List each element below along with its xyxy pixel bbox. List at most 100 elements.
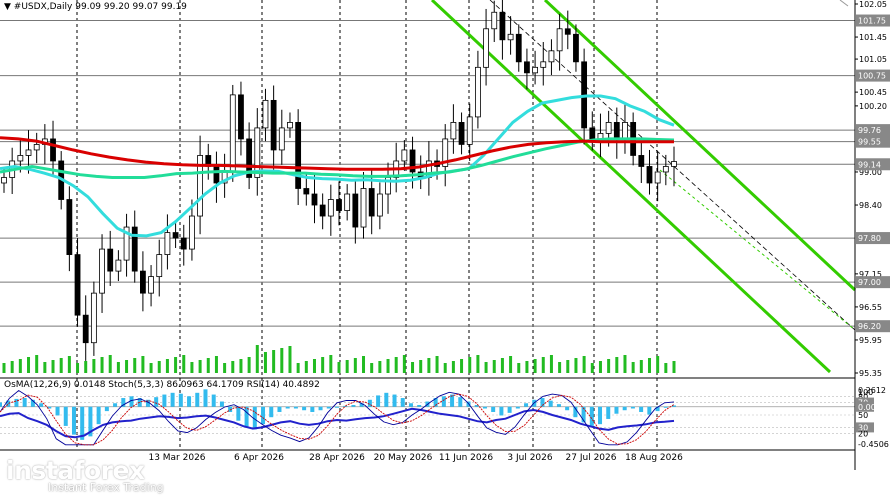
volume-bar [51,360,55,373]
osma-bar [367,399,372,407]
level-badge-label: 96.20 [858,322,881,331]
osc-axis-label: 30 [858,423,868,432]
osma-bar [96,406,101,425]
candle-body [17,155,24,162]
osma-bar [441,396,446,407]
osma-bar [540,398,545,407]
osma-bar [261,406,266,425]
x-tick-label: 11 Jun 2026 [439,453,493,463]
osma-bar [573,406,578,418]
candle-body [66,199,73,255]
rsi-line [0,407,675,439]
osma-bar [244,406,249,428]
candle-body [466,116,473,145]
candle-body [156,254,163,278]
osma-bar [318,406,323,411]
x-tick-label: 28 Apr 2026 [309,453,365,463]
osma-bar [630,406,635,409]
osma-bar [672,405,676,407]
y-tick-label: 99.00 [859,168,882,177]
candle-body [515,33,522,63]
osc-axis-label: 50 [858,411,868,420]
osma-bar [343,405,348,407]
candle-body [499,11,506,41]
osma-bar [565,406,570,411]
volume-bar [27,357,31,373]
candle-body [229,94,236,173]
candle-body [213,166,220,184]
osma-bar [499,406,504,416]
osma-bar [450,394,455,407]
candle-body [409,149,416,173]
osc-level-badge [856,401,874,412]
level-badge-label: 101.75 [858,17,886,26]
candle-body [589,127,596,140]
y-tick-label: 101.05 [859,55,887,64]
channel-outer-line [543,0,857,292]
volume-bar [141,356,145,373]
candle-body [50,138,56,162]
collapse-triangle-icon[interactable]: ▼ [4,2,14,12]
level-badge [856,158,890,171]
y-tick-label: 95.35 [859,369,882,378]
osma-bar [22,398,27,407]
candle-body [401,149,408,162]
level-badge-label: 97.00 [858,278,881,287]
volume-bar [362,356,366,373]
candle-body [319,204,326,217]
volume-bar [378,361,382,373]
level-badge [856,276,890,289]
candle-body [246,138,253,178]
volume-bar [190,362,194,373]
candle-body [507,33,514,41]
osma-bar [655,406,660,412]
volume-bar [419,360,423,373]
candle-body [442,138,449,167]
osma-bar [622,406,627,411]
osma-bar [400,398,405,407]
level-badge-label: 99.76 [858,126,881,135]
ema50-line [0,94,675,238]
candle-body [646,166,653,184]
candle-body [376,193,383,217]
chart-header: ▼ #USDX,Daily 99.09 99.20 99.07 99.19 [4,2,187,12]
candle-body [491,11,498,30]
volume-bar [337,362,341,373]
volume-bar [288,346,292,373]
volume-bar [402,355,406,373]
osma-bar [598,406,603,425]
candle-body [540,61,547,68]
osma-bar [228,406,233,412]
ema144-line [0,137,675,179]
level-badge-label: 99.14 [858,160,881,169]
volume-bar [574,358,578,373]
candle-body [140,270,146,294]
level-badge [856,232,890,245]
osc-axis-label: 80 [858,392,868,401]
volume-bar [247,357,251,373]
candle-body [82,314,89,344]
candle-body [180,237,187,250]
x-tick-label: 20 May 2026 [374,453,433,463]
osma-bar [647,406,652,415]
osma-bar [236,406,241,421]
osma-bar [606,406,611,419]
level-badge-label: 99.55 [858,138,881,147]
volume-bar [2,363,6,373]
x-tick-label: 6 Apr 2026 [234,453,284,463]
osc-axis-label: -0.4506 [858,440,889,449]
osma-bar [277,406,282,412]
osma-bar [0,402,2,407]
volume-bar [549,355,553,373]
candle-body [164,232,171,255]
candle-body [303,188,310,195]
y-tick-label: 97.15 [859,270,882,279]
osma-bar [408,403,413,407]
candle-body [278,127,285,151]
volume-bar [541,357,545,373]
volume-bar [631,362,635,373]
osma-bar [433,398,438,407]
volume-bar [321,357,325,373]
volume-bar [656,356,660,373]
